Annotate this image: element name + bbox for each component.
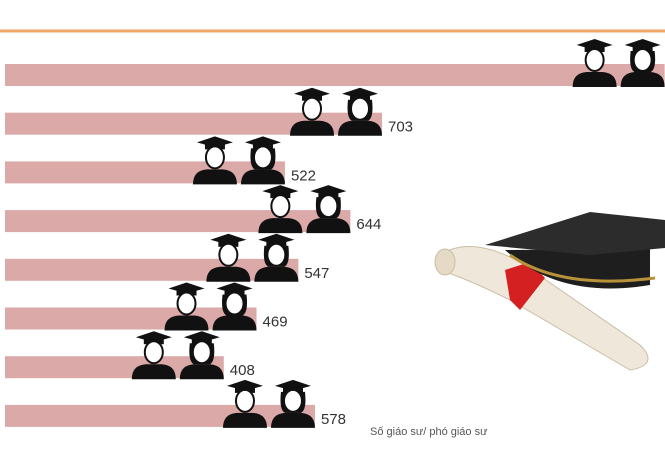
person-icon xyxy=(222,379,267,428)
value-label: 547 xyxy=(304,265,329,282)
person-icon xyxy=(212,282,257,331)
person-icon xyxy=(206,233,251,282)
body xyxy=(212,315,257,331)
head xyxy=(350,96,371,121)
body xyxy=(258,218,303,234)
head xyxy=(252,145,273,170)
body xyxy=(572,72,617,87)
body xyxy=(254,266,299,282)
head xyxy=(270,194,291,219)
bar xyxy=(5,258,299,281)
person-icon xyxy=(306,185,351,234)
body xyxy=(222,412,267,428)
head xyxy=(302,96,323,121)
person-icon xyxy=(290,87,335,136)
head xyxy=(143,340,164,365)
value-label: 578 xyxy=(321,411,346,428)
head xyxy=(176,291,197,316)
head xyxy=(318,194,339,219)
person-icon xyxy=(270,379,315,428)
head xyxy=(224,291,245,316)
body xyxy=(131,364,176,380)
diploma-illustration xyxy=(434,212,665,371)
head xyxy=(584,48,605,72)
body xyxy=(306,218,351,234)
bar xyxy=(5,112,383,135)
person-icon xyxy=(240,136,285,185)
head xyxy=(632,48,653,72)
body xyxy=(179,364,224,380)
x-axis-label: Số giáo sư/ phó giáo sư xyxy=(370,426,488,438)
person-icon xyxy=(258,185,303,234)
person-icon xyxy=(338,87,383,136)
body xyxy=(338,120,383,136)
person-icon xyxy=(164,282,209,331)
head xyxy=(191,340,212,365)
value-label: 408 xyxy=(230,362,255,379)
value-label: 703 xyxy=(388,119,413,136)
value-label: 469 xyxy=(263,313,288,330)
bar xyxy=(5,404,315,427)
bar xyxy=(5,64,665,86)
person-icon xyxy=(572,39,617,87)
value-label: 522 xyxy=(291,167,316,184)
person-icon xyxy=(131,331,176,380)
person-icon xyxy=(192,136,237,185)
head xyxy=(282,388,303,413)
body xyxy=(164,315,209,331)
person-icon xyxy=(179,331,224,380)
body xyxy=(192,169,237,185)
body xyxy=(290,120,335,136)
body xyxy=(206,266,251,282)
body xyxy=(270,412,315,428)
value-label: 644 xyxy=(356,216,381,233)
person-icon xyxy=(254,233,299,282)
person-icon xyxy=(620,39,665,87)
head xyxy=(204,145,225,170)
body xyxy=(620,72,665,87)
head xyxy=(234,388,255,413)
head xyxy=(218,242,239,267)
head xyxy=(266,242,287,267)
body xyxy=(240,169,285,185)
